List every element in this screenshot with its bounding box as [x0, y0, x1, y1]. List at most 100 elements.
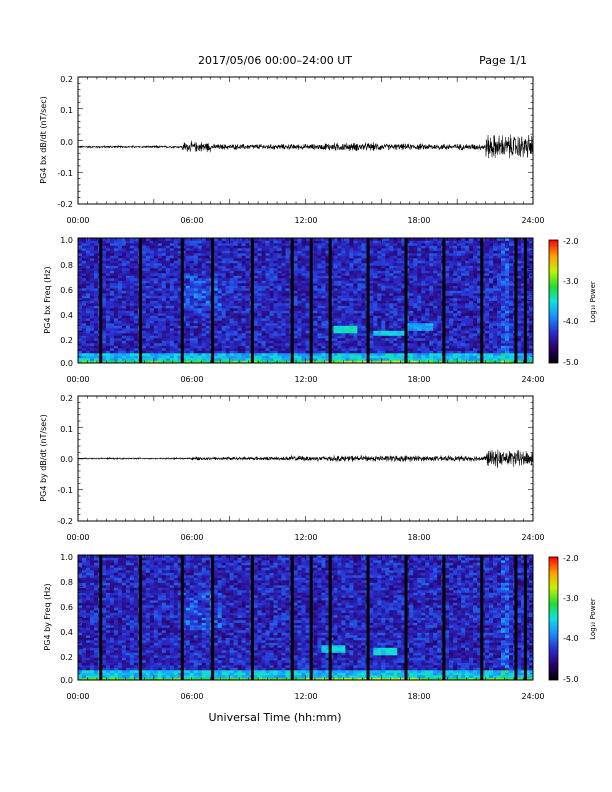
bx-spectrogram-cell: [357, 353, 362, 356]
bx-spectrogram-cell: [357, 288, 362, 291]
bx-spectrogram-cell: [333, 340, 338, 344]
bx-spectrogram-cell: [213, 275, 218, 279]
bx-spectrogram-cell: [413, 330, 418, 334]
bx-spectrogram-cell: [417, 248, 422, 251]
bx-spectrogram-cell: [361, 238, 366, 241]
bx-spectrogram-cell: [229, 250, 234, 254]
bx-spectrogram-cell: [265, 293, 270, 296]
bx-spectrogram-cell: [109, 295, 115, 299]
bx-spectrogram-cell: [201, 248, 207, 251]
bx-spectrogram-cell: [105, 348, 111, 351]
bx-spectrogram-cell: [265, 300, 270, 304]
bx-spectrogram-cell: [185, 353, 191, 356]
bx-spectrogram-cell: [173, 240, 179, 244]
bx-spectrogram-cell: [145, 345, 151, 349]
bx-spectrogram-cell: [225, 268, 230, 271]
bx-spectrogram-cell: [193, 238, 199, 241]
bx-spectrogram-cell: [237, 308, 242, 311]
bx-spectrogram-cell: [177, 353, 183, 356]
bx-spectrogram-cell: [401, 305, 406, 309]
bx-spectrogram-cell: [261, 348, 266, 351]
bx-spectrogram-cell: [437, 303, 442, 306]
bx-spectrogram-cell: [369, 305, 374, 309]
bx-spectrogram-cell: [225, 350, 230, 354]
bx-spectrogram-cell: [397, 308, 402, 311]
bx-spectrogram-cell: [261, 243, 266, 246]
bx-spectrogram-cell: [325, 290, 330, 294]
bx-spectrogram-cell: [189, 328, 195, 331]
bx-spectrogram-cell: [197, 310, 203, 314]
bx-spectrogram-cell: [177, 348, 183, 351]
bx-spectrogram-cell: [357, 315, 362, 319]
bx-spectrogram-cell: [393, 265, 398, 269]
bx-spectrogram-cell: [217, 240, 222, 244]
bx-spectrogram-cell: [333, 240, 338, 244]
bx-spectrogram-cell: [161, 240, 167, 244]
bx-spectrogram-cell: [89, 340, 95, 344]
bx-spectrogram-cell: [141, 248, 147, 251]
bx-spectrogram-cell: [325, 355, 330, 359]
bx-spectrogram-cell: [81, 245, 87, 249]
bx-spectrogram-cell: [165, 270, 171, 274]
bx-spectrogram-cell: [261, 335, 266, 339]
bx-spectrogram-cell: [193, 285, 199, 289]
bx-spectrogram-cell: [321, 350, 326, 354]
bx-spectrogram-cell: [353, 358, 358, 361]
bx-spectrogram-cell: [373, 300, 378, 304]
bx-spectrogram-cell: [85, 320, 91, 324]
bx-spectrogram-cell: [425, 293, 430, 296]
bx-spectrogram-cell: [133, 255, 139, 259]
bx-dbdt-xtick: 00:00: [66, 216, 89, 225]
bx-spectrogram-cell: [201, 260, 207, 264]
bx-spectrogram-cell: [145, 288, 151, 291]
bx-spectrogram-cell: [253, 303, 258, 306]
bx-spectrogram-cell: [293, 323, 298, 326]
bx-spectrogram-cell: [185, 265, 191, 269]
bx-spectrogram-cell: [205, 345, 211, 349]
bx-spectrogram-cell: [149, 245, 155, 249]
bx-spectrogram-cell: [145, 308, 151, 311]
bx-spectrogram-cell: [141, 243, 147, 246]
bx-spectrogram-cell: [237, 288, 242, 291]
bx-spectrogram-cell: [325, 285, 330, 289]
bx-spectrogram-cell: [397, 248, 402, 251]
bx-spectrogram-cell: [201, 355, 207, 359]
bx-spectrogram-cell: [113, 323, 119, 326]
bx-spectrogram-cell: [449, 348, 454, 351]
bx-spectrogram-cell: [397, 335, 402, 339]
bx-spectrogram-cell: [153, 280, 159, 284]
bx-spectrogram-cell: [93, 300, 99, 304]
bx-spectrogram-cell: [349, 360, 354, 364]
figure-title: 2017/05/06 00:00–24:00 UT: [198, 54, 352, 67]
bx-spectrogram-cell: [389, 248, 394, 251]
bx-spectrogram-cell: [277, 283, 282, 286]
bx-spectrogram-cell: [265, 313, 270, 316]
bx-spectrogram-cell: [101, 285, 107, 289]
bx-spectrogram-cell: [217, 258, 222, 261]
bx-spectrogram-cell: [177, 325, 183, 329]
bx-spectrogram-cell: [129, 273, 135, 276]
bx-spectrogram-cell: [237, 343, 242, 346]
bx-spectrogram-cell: [237, 330, 242, 334]
bx-spectrogram-cell: [181, 335, 187, 339]
bx-spectrogram-cell: [445, 345, 450, 349]
bx-spectrogram-cell: [261, 238, 266, 241]
bx-spectrogram-cell: [409, 303, 414, 306]
bx-spectrogram-cell: [285, 350, 290, 354]
bx-spectrogram-cell: [129, 320, 135, 324]
bx-spectrogram-cell: [369, 343, 374, 346]
bx-spectrogram-cell: [189, 280, 195, 284]
bx-spectrogram-cell: [313, 280, 318, 284]
bx-spectrogram-cell: [93, 340, 99, 344]
bx-spectrogram-cell: [89, 295, 95, 299]
bx-spectrogram-cell: [109, 310, 115, 314]
bx-spectrogram-cell: [313, 270, 318, 274]
bx-spectrogram-cell: [113, 258, 119, 261]
bx-spectrogram-cell: [217, 293, 222, 296]
bx-spectrogram-cell: [449, 240, 454, 244]
bx-spectrogram-cell: [149, 270, 155, 274]
bx-spectrogram-cell: [305, 290, 310, 294]
bx-spectrogram-cell: [245, 340, 250, 344]
bx-spectrogram-cell: [85, 260, 91, 264]
bx-spectrogram-cell: [361, 308, 366, 311]
